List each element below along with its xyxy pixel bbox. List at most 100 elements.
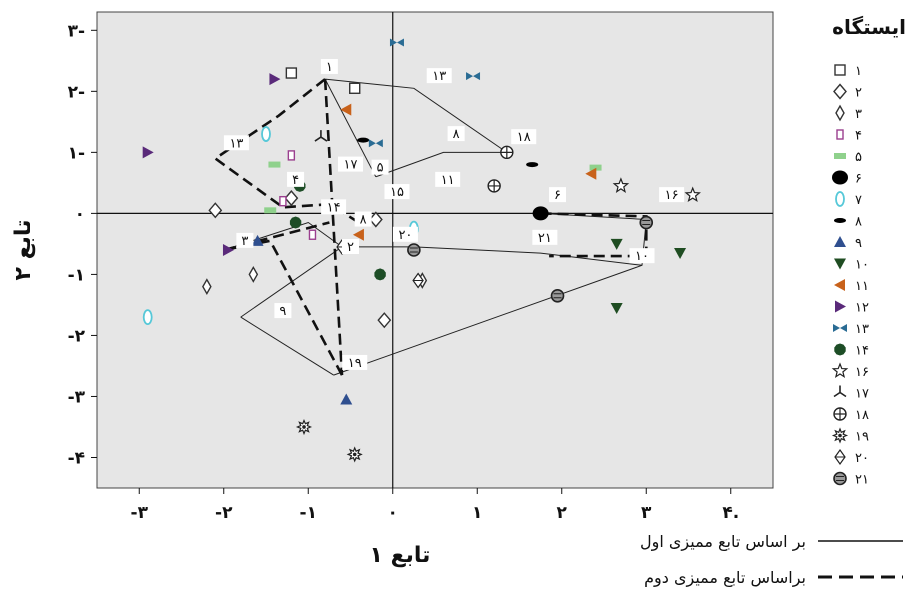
legend-marker [831, 362, 849, 379]
first-function-line [240, 316, 334, 376]
x-tick-label: ۲ [557, 503, 568, 523]
data-point [610, 302, 623, 314]
data-point [526, 162, 539, 168]
data-point [412, 272, 424, 289]
group-label: ۶ [549, 187, 567, 203]
data-point [287, 150, 296, 161]
legend-label: ۱ [855, 64, 862, 79]
group-label-text: ۲۰ [398, 228, 412, 243]
data-point [612, 177, 630, 193]
legend-label: ۱۶ [855, 365, 869, 380]
group-label: ۳ [236, 232, 254, 249]
data-point [532, 206, 549, 221]
data-point [487, 179, 501, 193]
legend-item: ۵ [834, 150, 862, 165]
second-function-line [540, 212, 648, 258]
data-point [251, 234, 264, 246]
group-label-text: ۱۳ [229, 136, 243, 151]
data-point [466, 72, 481, 81]
x-tick-label: ۴. [722, 503, 739, 523]
y-tick-label: ۳- [68, 21, 85, 41]
data-point [264, 207, 277, 214]
group-label: ۱۶ [659, 187, 685, 203]
y-tick-label: ۱- [68, 143, 85, 163]
data-point [585, 167, 597, 180]
legend-item: ۱ [834, 64, 862, 79]
legend-item: ۱۱ [834, 279, 869, 294]
y-tick-label: -۴ [68, 448, 85, 468]
legend-label: ۱۲ [855, 301, 869, 316]
group-label-text: ۱۰ [635, 249, 649, 264]
points-layer [142, 38, 701, 463]
group-label-text: ۱ [326, 60, 333, 75]
dashed-line-note: براساس تابع ممیزی دوم [644, 568, 806, 588]
group-label-text: ۱۸ [517, 130, 531, 145]
legend-marker [833, 471, 847, 486]
legend-label: ۲۰ [855, 451, 869, 466]
data-point [269, 73, 281, 86]
group-label-text: ۱۹ [348, 356, 362, 371]
group-label: ۱۹ [342, 354, 368, 371]
legend-label: ۱۷ [855, 387, 869, 402]
data-point [352, 228, 364, 241]
legend-label: ۶ [855, 172, 862, 187]
legend-label: ۲۱ [855, 473, 869, 488]
second-function-line [323, 79, 344, 376]
group-label-text: ۱۶ [665, 188, 679, 203]
y-tick-label: -۳ [68, 387, 86, 407]
data-point [377, 312, 392, 329]
y-axis-title: تابع ۲ [11, 220, 36, 281]
data-point [314, 130, 328, 142]
legend-marker [835, 104, 845, 122]
legend-label: ۱۴ [855, 344, 869, 359]
group-label-text: ۸ [453, 127, 460, 142]
legend-label: ۱۱ [855, 279, 869, 294]
solid-line-note: بر اساس تابع ممیزی اول [640, 532, 806, 552]
data-point [550, 288, 565, 303]
axes-layer: -۳ -۲ -۱ ۰ ۱ ۲ ۳ ۴. ۳- ۲- ۱- ۰ -۱ -۲ -۳ -۴ [68, 12, 773, 523]
legend-marker [834, 153, 846, 159]
legend-item: ۱۸ [833, 407, 869, 423]
legend-item: ۹ [834, 236, 862, 251]
data-point [208, 202, 223, 219]
group-label: ۱ [320, 58, 338, 75]
legend-label: ۲ [855, 86, 862, 101]
data-point [289, 216, 302, 229]
legend-item: ۱۷ [833, 385, 869, 402]
y-tick-label: -۲ [68, 326, 86, 346]
data-point [357, 137, 370, 143]
legend-marker [833, 407, 847, 421]
group-label-text: ۱۵ [390, 185, 404, 200]
data-point [639, 215, 654, 230]
data-point [340, 393, 353, 405]
legend-item: ۴ [836, 129, 862, 144]
group-label-text: ۸ [360, 213, 367, 228]
group-label: ۲۱ [532, 229, 558, 246]
data-point [202, 278, 212, 296]
legend-marker [833, 324, 847, 332]
second-function-line [213, 78, 360, 224]
legend-label: ۱۰ [855, 258, 869, 273]
legend-marker [833, 83, 847, 100]
x-tick-label: -۱ [300, 503, 317, 523]
group-label: ۱۴ [321, 199, 347, 215]
legend-item: ۲ [833, 83, 862, 101]
legend-item: ۸ [834, 215, 862, 230]
x-axis-title: تابع ۱ [370, 543, 431, 568]
legend-item: ۷ [835, 191, 862, 208]
group-label-text: ۵ [377, 161, 384, 176]
x-tick-label: -۳ [131, 503, 149, 523]
group-label: ۴ [287, 171, 305, 188]
data-point [261, 126, 271, 142]
y-tick-label: ۰ [75, 204, 85, 224]
data-point [500, 145, 514, 160]
data-point [684, 186, 701, 203]
group-label-text: ۱۷ [344, 158, 358, 173]
legend-label: ۷ [855, 193, 862, 208]
legend-marker [834, 236, 846, 247]
legend-label: ۳ [855, 107, 862, 122]
data-point [284, 190, 299, 207]
x-tick-label: ۱ [472, 503, 482, 523]
